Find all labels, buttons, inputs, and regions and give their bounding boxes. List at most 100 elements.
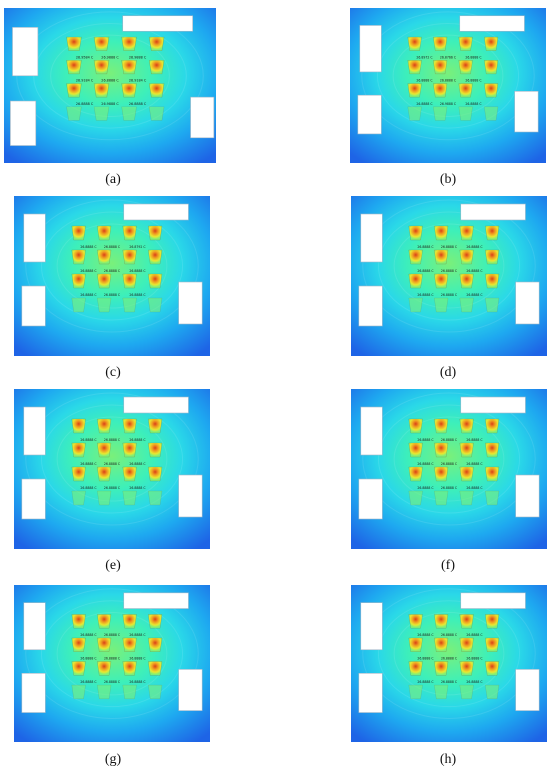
thermal-map-panel-e: 26.8888 C 26.8888 C 26.8888 C 26.8888 C 26.8… (14, 389, 210, 549)
thermal-map-panel-h: 26.8888 C 26.8888 C 26.8888 C 26.8888 C 26.8… (351, 585, 547, 742)
right-block (178, 281, 203, 325)
left-block-upper (23, 602, 46, 651)
plant-heat-marker (97, 614, 112, 629)
panel-caption: (h) (439, 752, 457, 767)
plant-heat-marker (483, 83, 499, 98)
temperature-reading: 26.8888 C (129, 102, 147, 106)
plant-heat-marker (458, 83, 473, 98)
plant-heat-marker (484, 442, 500, 458)
plant-heat-marker (484, 273, 500, 289)
plant-heat-marker (122, 614, 137, 629)
plant-heat-marker (122, 418, 137, 434)
temperature-reading: 26.8888 C (104, 245, 121, 249)
plant-heat-marker (147, 418, 163, 434)
temperature-reading: 26.8888 C (466, 657, 483, 661)
temperature-reading: 26.9888 C (101, 102, 119, 106)
left-block-lower (358, 673, 383, 713)
plant-heat-marker (484, 661, 500, 676)
plant-heat-marker (408, 637, 423, 652)
temperature-reading: 26.8888 C (129, 269, 146, 273)
plant-heat-marker (93, 60, 110, 75)
temperature-reading: 26.8766 C (440, 55, 456, 59)
temperature-reading: 26.8888 C (417, 438, 434, 442)
left-block-lower (10, 100, 37, 146)
temperature-reading: 26.9888 C (101, 56, 119, 60)
temperature-reading: 26.8888 C (129, 486, 146, 490)
temperature-reading: 26.8888 C (129, 657, 146, 661)
plant-heat-marker (147, 490, 163, 506)
temperature-reading: 26.8888 C (466, 633, 483, 637)
plant-heat-marker (459, 225, 474, 241)
temperature-reading: 26.8888 C (466, 245, 483, 249)
thermal-map-panel-g: 26.8888 C 26.8888 C 26.8888 C 26.8888 C 26.8… (14, 585, 210, 742)
plant-heat-marker (71, 614, 86, 629)
right-block (515, 281, 540, 325)
plant-heat-marker (97, 442, 112, 458)
label-box (123, 396, 189, 414)
panel-caption: (c) (105, 365, 121, 380)
plant-heat-marker (122, 490, 137, 506)
left-block-upper (12, 27, 39, 77)
right-block (178, 669, 203, 711)
temperature-reading: 26.8888 C (441, 633, 458, 637)
thermal-field: 26.8888 C 26.8888 C 26.8888 C 26.8888 C 26.8… (351, 585, 547, 742)
temperature-reading: 26.8888 C (465, 79, 481, 83)
plant-heat-marker (147, 225, 163, 241)
plant-heat-marker (71, 466, 86, 482)
temperature-reading: 26.8792 C (129, 245, 146, 249)
plant-heat-marker (408, 442, 423, 458)
thermal-map-panel-a: 26.9584 C 26.9888 C 26.9888 C 26.9184 C 26.8… (4, 8, 216, 163)
plant-heat-marker (459, 297, 474, 313)
plant-heat-marker (147, 684, 163, 700)
plant-heat-marker (407, 60, 422, 75)
temperature-reading: 26.8888 C (441, 462, 458, 466)
temperature-reading: 26.8888 C (465, 102, 481, 106)
plant-heat-marker (483, 106, 499, 121)
plant-heat-marker (148, 36, 165, 51)
plant-heat-marker (71, 684, 86, 700)
thermal-field: 26.9584 C 26.9888 C 26.9888 C 26.9184 C 26.8… (4, 8, 216, 163)
left-block-upper (360, 406, 383, 456)
temperature-reading: 26.8888 C (104, 462, 121, 466)
temperature-reading: 26.8888 C (101, 79, 119, 83)
temperature-reading: 26.9584 C (76, 56, 94, 60)
label-box (460, 592, 526, 609)
plant-heat-marker (97, 418, 112, 434)
plant-heat-marker (434, 418, 449, 434)
temperature-reading: 26.8888 C (441, 245, 458, 249)
panel-caption: (b) (439, 172, 457, 187)
plant-heat-marker (459, 418, 474, 434)
left-block-lower (21, 673, 46, 713)
panel-caption: (e) (105, 558, 121, 573)
temperature-reading: 26.8888 C (104, 293, 121, 297)
temperature-reading: 26.9888 C (440, 102, 456, 106)
label-box (123, 203, 189, 221)
plant-heat-marker (458, 60, 473, 75)
plant-heat-marker (484, 418, 500, 434)
plant-heat-marker (147, 637, 163, 652)
temperature-reading: 26.8888 C (417, 486, 434, 490)
plant-heat-marker (484, 614, 500, 629)
plant-heat-marker (122, 684, 137, 700)
left-block-upper (359, 25, 382, 73)
plant-heat-marker (71, 418, 86, 434)
plant-heat-marker (122, 249, 137, 265)
plant-heat-marker (408, 273, 423, 289)
temperature-reading: 26.8888 C (465, 55, 481, 59)
left-block-upper (360, 602, 383, 651)
plant-heat-marker (121, 60, 137, 75)
thermal-field: 26.8888 C 26.8888 C 26.8888 C 26.8888 C 26.8… (351, 389, 547, 549)
temperature-reading: 26.8888 C (76, 102, 94, 106)
temperature-reading: 26.8888 C (80, 438, 97, 442)
temperature-reading: 26.8888 C (104, 438, 121, 442)
temperature-reading: 26.8888 C (80, 486, 97, 490)
temperature-reading: 26.8888 C (441, 293, 458, 297)
plant-heat-marker (71, 637, 86, 652)
plant-heat-marker (407, 83, 422, 98)
temperature-reading: 26.8888 C (129, 633, 146, 637)
plant-heat-marker (122, 442, 137, 458)
plant-heat-marker (71, 490, 86, 506)
plant-heat-marker (147, 297, 163, 313)
left-block-upper (23, 406, 46, 456)
panel-caption: (f) (441, 558, 455, 573)
